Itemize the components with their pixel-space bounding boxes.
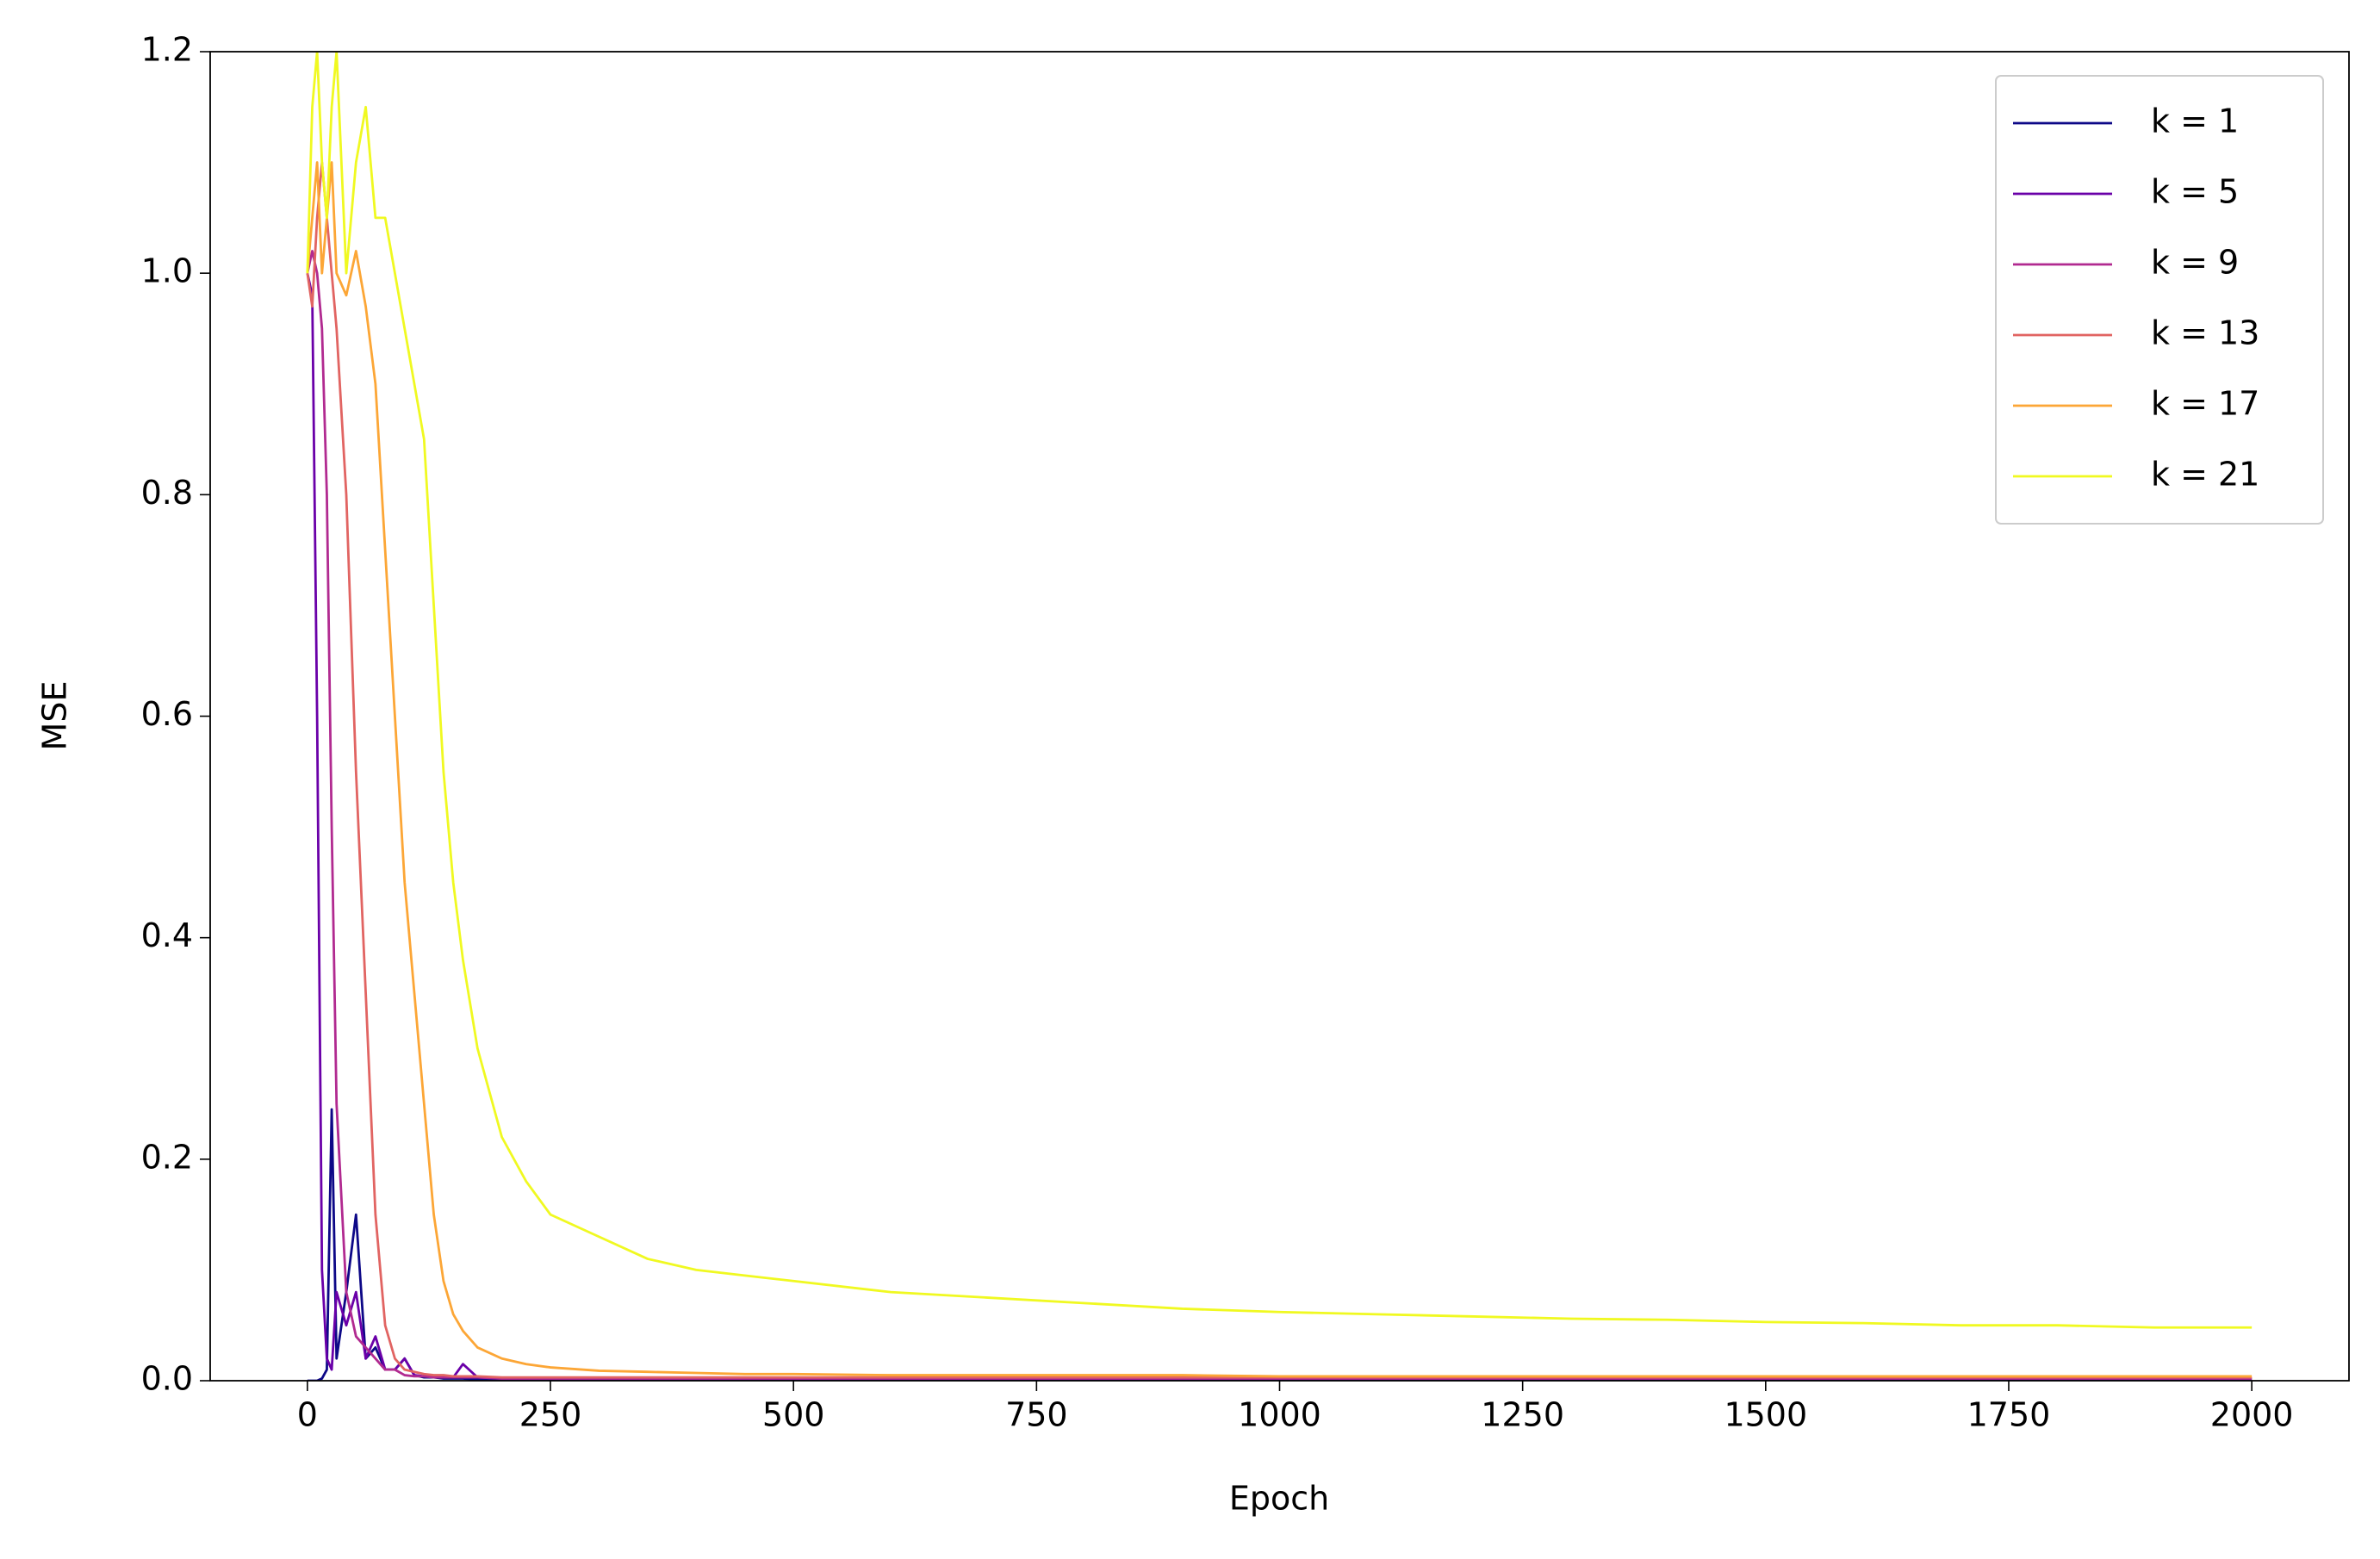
y-tick-label: 1.2 [141,31,193,69]
y-tick-label: 0.2 [141,1138,193,1176]
line-series [306,250,2253,1380]
x-tick-label: 2000 [2210,1396,2294,1434]
x-tick-label: 0 [297,1396,318,1434]
legend-box [1995,75,2324,525]
line-series [306,52,2253,1329]
legend-label: k = 13 [2151,314,2259,352]
line-series [306,161,2253,1378]
x-tick-label: 250 [519,1396,582,1434]
legend-label: k = 9 [2151,244,2239,282]
legend-label: k = 21 [2151,456,2259,494]
line-series [306,272,2253,1380]
y-tick-label: 0.8 [141,474,193,512]
y-tick-label: 0.4 [141,916,193,954]
plot-area [306,52,2253,1381]
y-tick-label: 0.0 [141,1360,193,1398]
x-tick-label: 750 [1005,1396,1068,1434]
x-axis-label: Epoch [1229,1480,1329,1518]
x-tick-label: 1750 [1967,1396,2051,1434]
y-axis-label: MSE [36,681,74,751]
legend-label: k = 17 [2151,385,2259,423]
axes-frame [209,51,2350,1382]
legend-label: k = 1 [2151,102,2239,140]
line-series [306,161,2253,1379]
x-tick-label: 500 [762,1396,825,1434]
x-tick-label: 1500 [1724,1396,1807,1434]
x-tick-label: 1250 [1481,1396,1564,1434]
legend-label: k = 5 [2151,173,2239,211]
y-tick-label: 1.0 [141,252,193,290]
line-series [307,1108,2253,1381]
y-tick-label: 0.6 [141,695,193,733]
x-tick-label: 1000 [1238,1396,1321,1434]
